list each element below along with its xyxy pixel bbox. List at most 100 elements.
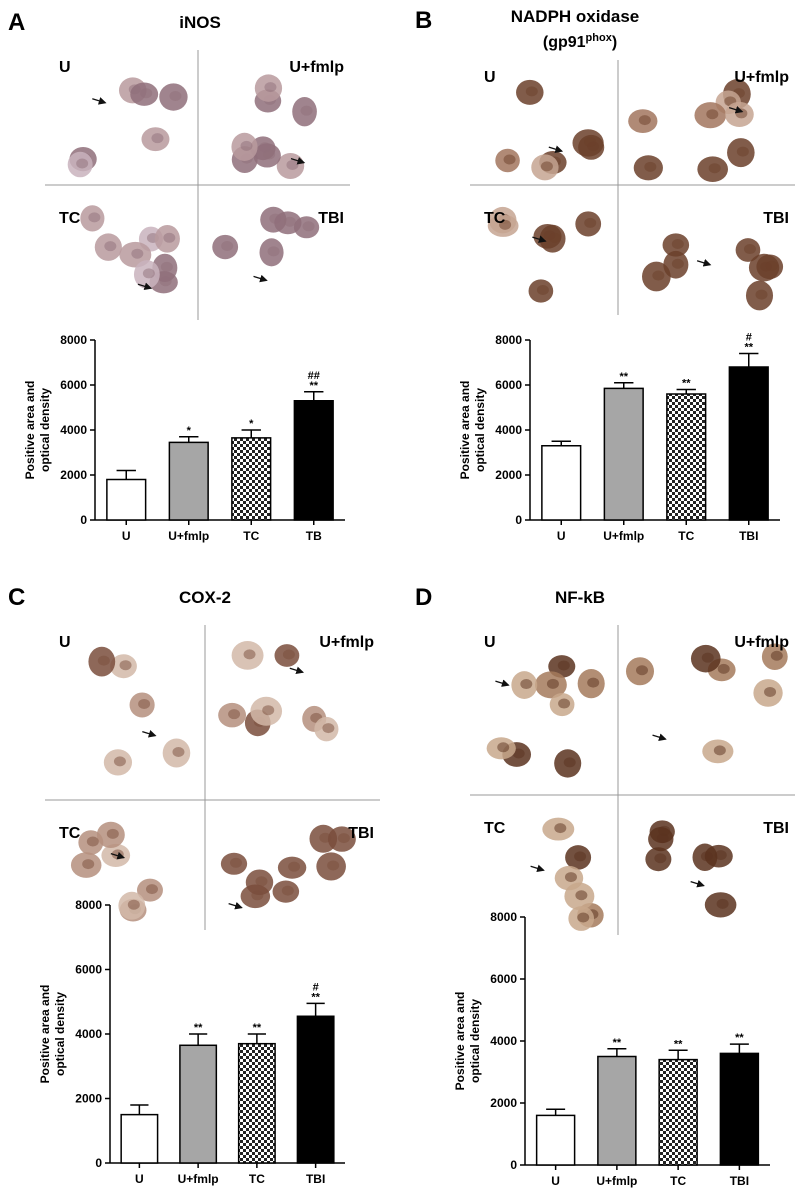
cell-nucleus xyxy=(636,665,649,676)
y-tick-label: 2000 xyxy=(490,1096,517,1110)
cell-nucleus xyxy=(88,212,101,223)
x-tick-label: TC xyxy=(243,529,259,543)
y-tick-label: 0 xyxy=(95,1156,102,1170)
y-tick-label: 0 xyxy=(80,513,87,527)
significance-label: * xyxy=(249,418,254,430)
y-tick-label: 6000 xyxy=(60,378,87,392)
arrow xyxy=(228,901,243,910)
cell-nucleus xyxy=(654,853,667,864)
bar xyxy=(237,1042,276,1164)
y-tick-label: 4000 xyxy=(490,1034,517,1048)
y-tick-label: 2000 xyxy=(495,468,522,482)
cell-nucleus xyxy=(172,747,185,758)
y-tick-label: 6000 xyxy=(495,378,522,392)
panel-title: NADPH oxidase xyxy=(511,7,639,26)
arrow xyxy=(137,282,153,291)
cell-nucleus xyxy=(302,221,315,232)
cell-nucleus xyxy=(251,890,264,901)
cell-nucleus xyxy=(243,649,256,660)
cell-nucleus xyxy=(286,159,299,170)
y-axis-label-line: optical density xyxy=(38,388,52,472)
y-axis-label: Positive area andoptical density xyxy=(23,381,52,480)
cell-nucleus xyxy=(554,823,567,834)
bar xyxy=(541,445,582,521)
y-axis-label-line: Positive area and xyxy=(453,992,467,1091)
cell-nucleus xyxy=(525,86,538,97)
cell-nucleus xyxy=(557,660,570,671)
cell-nucleus xyxy=(671,258,684,269)
x-tick-label: U+fmlp xyxy=(603,529,644,543)
image-label: U+fmlp xyxy=(319,634,374,651)
panel-title: COX-2 xyxy=(179,588,231,607)
panel-subtitle: (gp91phox) xyxy=(543,32,617,51)
cell-nucleus xyxy=(151,133,164,144)
arrow xyxy=(142,730,157,738)
image-label: U+fmlp xyxy=(289,59,344,76)
y-tick-label: 2000 xyxy=(75,1092,102,1106)
significance-label: # xyxy=(746,332,752,344)
x-tick-label: TC xyxy=(678,529,694,543)
panel-letter: D xyxy=(415,584,432,611)
y-tick-label: 4000 xyxy=(60,423,87,437)
cell-nucleus xyxy=(765,260,778,271)
cell-nucleus xyxy=(230,857,243,868)
bar xyxy=(296,1015,335,1164)
significance-label: * xyxy=(187,425,192,437)
arrow xyxy=(110,851,126,860)
x-tick-label: U+fmlp xyxy=(596,1174,637,1188)
cell-nucleus xyxy=(499,219,512,230)
significance-label: ** xyxy=(674,1038,683,1050)
panel-letter: B xyxy=(415,7,432,34)
significance-label: ** xyxy=(309,380,318,392)
cell-nucleus xyxy=(138,698,151,709)
y-axis-label: Positive area andoptical density xyxy=(458,381,487,480)
y-tick-label: 0 xyxy=(515,513,522,527)
cell-nucleus xyxy=(638,115,651,126)
y-tick-label: 8000 xyxy=(490,910,517,924)
arrow xyxy=(728,105,744,114)
cell-nucleus xyxy=(743,244,756,255)
cell-nucleus xyxy=(520,679,533,690)
significance-label: ## xyxy=(308,370,320,382)
x-tick-label: TC xyxy=(670,1174,686,1188)
cell-nucleus xyxy=(512,748,525,759)
cell-nucleus xyxy=(497,742,510,753)
cell-nucleus xyxy=(708,163,721,174)
cell-nucleus xyxy=(145,884,158,895)
y-tick-label: 4000 xyxy=(495,423,522,437)
significance-label: # xyxy=(313,981,319,993)
arrow xyxy=(253,274,268,283)
bar xyxy=(179,1044,218,1164)
image-label: TC xyxy=(59,210,81,227)
cell-nucleus xyxy=(716,898,729,909)
arrow xyxy=(532,235,547,243)
y-tick-label: 2000 xyxy=(60,468,87,482)
cell-nucleus xyxy=(755,289,768,300)
subtitle-part: phox xyxy=(586,32,613,44)
cell-nucleus xyxy=(140,88,153,99)
y-axis-label-line: Positive area and xyxy=(458,381,472,480)
x-tick-label: TC xyxy=(249,1172,265,1186)
bar xyxy=(293,400,334,521)
significance-label: ** xyxy=(253,1022,262,1034)
cell-nucleus xyxy=(131,248,144,259)
cell-nucleus xyxy=(82,859,95,870)
cell-nucleus xyxy=(319,832,332,843)
cell-nucleus xyxy=(658,825,671,836)
cell-nucleus xyxy=(228,709,241,720)
cell-nucleus xyxy=(281,885,294,896)
cell-nucleus xyxy=(563,757,576,768)
y-axis-label-line: optical density xyxy=(53,992,67,1076)
cell-nucleus xyxy=(264,82,277,93)
x-tick-label: U+fmlp xyxy=(168,529,209,543)
significance-label: ** xyxy=(613,1037,622,1049)
y-tick-label: 6000 xyxy=(75,963,102,977)
cell-nucleus xyxy=(575,890,588,901)
bar xyxy=(719,1052,760,1166)
cell-nucleus xyxy=(97,655,110,666)
x-tick-label: TB xyxy=(306,529,322,543)
image-label: U xyxy=(59,634,71,651)
arrow xyxy=(652,733,667,741)
cell-nucleus xyxy=(644,161,657,172)
image-label: U xyxy=(59,59,71,76)
